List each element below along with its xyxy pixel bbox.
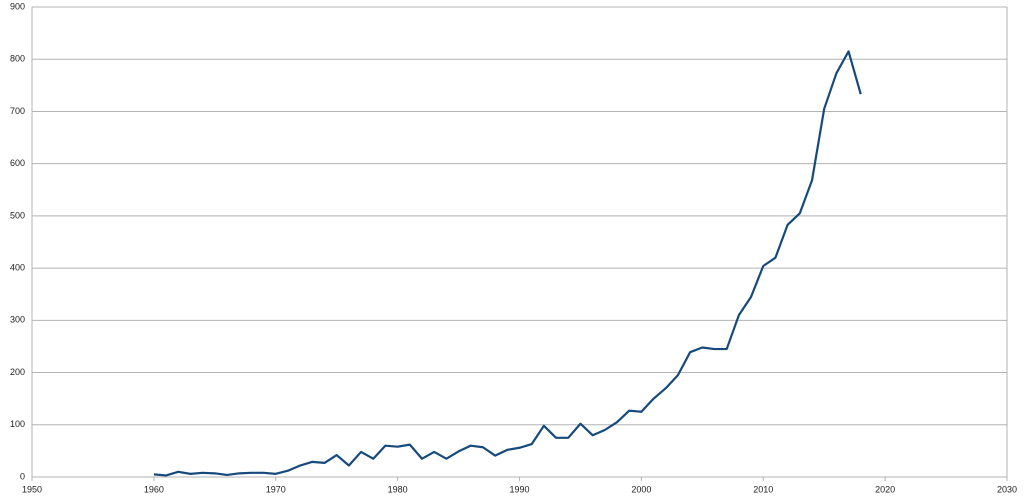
- y-tick-label: 400: [10, 262, 25, 272]
- y-tick-label: 800: [10, 54, 25, 64]
- y-tick-label: 300: [10, 315, 25, 325]
- y-tick-label: 900: [10, 1, 25, 11]
- x-tick-label: 2010: [753, 484, 773, 494]
- x-tick-label: 1950: [22, 484, 42, 494]
- data-line: [153, 50, 862, 477]
- x-tick-label: 1960: [144, 484, 164, 494]
- x-tick-label: 2000: [631, 484, 651, 494]
- y-tick-label: 100: [10, 419, 25, 429]
- y-tick-label: 600: [10, 158, 25, 168]
- x-tick-label: 2020: [875, 484, 895, 494]
- x-tick-label: 1980: [388, 484, 408, 494]
- x-tick-label: 1970: [266, 484, 286, 494]
- x-tick-label: 1990: [509, 484, 529, 494]
- y-tick-label: 500: [10, 210, 25, 220]
- y-tick-label: 700: [10, 106, 25, 116]
- x-tick-label: 2030: [997, 484, 1017, 494]
- y-tick-label: 200: [10, 367, 25, 377]
- y-tick-label: 0: [20, 471, 25, 481]
